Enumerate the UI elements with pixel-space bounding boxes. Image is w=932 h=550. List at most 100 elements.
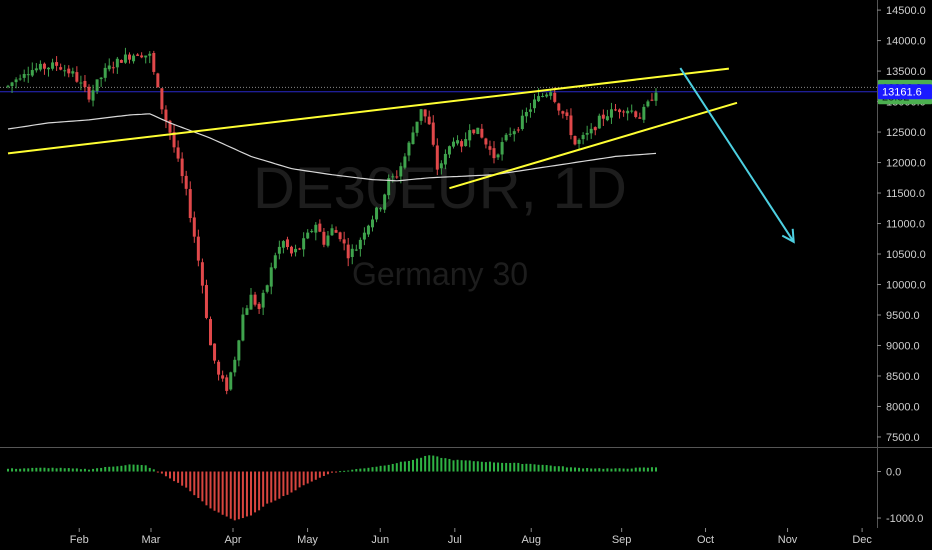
oscillator-axis: 0.0 -1000.0 bbox=[877, 467, 923, 525]
osc-bar bbox=[156, 471, 159, 473]
osc-bar bbox=[185, 471, 188, 488]
osc-bar bbox=[39, 467, 42, 472]
candle-body bbox=[322, 231, 326, 245]
trendline[interactable] bbox=[449, 101, 738, 190]
osc-bar bbox=[529, 463, 532, 472]
osc-bar bbox=[258, 471, 261, 511]
x-tick-label: Feb bbox=[70, 534, 89, 546]
osc-bar bbox=[173, 471, 176, 482]
osc-bar bbox=[318, 471, 321, 478]
osc-bar bbox=[586, 467, 589, 472]
trendlines[interactable] bbox=[7, 67, 738, 190]
osc-bar bbox=[100, 467, 103, 472]
price-axis[interactable]: 14500.014000.013500.013000.012500.012000… bbox=[877, 5, 926, 444]
candle-body bbox=[585, 132, 589, 135]
candle-body bbox=[123, 54, 127, 63]
candle-body bbox=[253, 294, 257, 305]
y-tick-label: 12500.0 bbox=[886, 127, 926, 139]
osc-bar bbox=[169, 471, 171, 479]
candle-body bbox=[601, 114, 605, 119]
osc-bar bbox=[322, 471, 325, 476]
candle-body bbox=[164, 109, 168, 121]
osc-bar bbox=[302, 471, 305, 486]
ma-path bbox=[7, 113, 657, 182]
x-tick-label: Dec bbox=[852, 534, 872, 546]
osc-bar bbox=[424, 455, 427, 472]
candle-body bbox=[630, 110, 634, 112]
trendline[interactable] bbox=[7, 67, 730, 155]
osc-bar bbox=[51, 467, 54, 472]
osc-bar bbox=[63, 468, 66, 472]
osc-bar bbox=[521, 463, 524, 472]
projection-arrow[interactable] bbox=[679, 67, 795, 244]
osc-bar bbox=[209, 471, 212, 509]
osc-bar bbox=[497, 462, 500, 472]
osc-bar bbox=[403, 461, 406, 472]
y-tick-label: 8000.0 bbox=[886, 401, 920, 413]
candle-body bbox=[59, 67, 63, 70]
osc-bar bbox=[440, 457, 443, 472]
osc-bar bbox=[128, 464, 131, 472]
candle-body bbox=[480, 128, 484, 138]
candle-body bbox=[508, 133, 512, 135]
candle-body bbox=[265, 285, 269, 292]
time-axis[interactable]: Feb Mar Apr May Jun Jul Aug Sep Oct Nov Dec bbox=[70, 528, 873, 546]
candle-body bbox=[492, 148, 496, 159]
candle-body bbox=[34, 68, 38, 71]
candle-body bbox=[638, 117, 642, 119]
osc-bar bbox=[35, 467, 38, 472]
candle-body bbox=[557, 103, 561, 111]
osc-bar bbox=[549, 465, 552, 472]
candle-body bbox=[379, 208, 383, 210]
osc-bar bbox=[294, 471, 297, 491]
osc-bar bbox=[335, 471, 338, 473]
osc-bar bbox=[553, 466, 556, 472]
candle-body bbox=[172, 132, 176, 148]
osc-bar bbox=[476, 461, 479, 472]
osc-tick-label: 0.0 bbox=[886, 467, 901, 479]
candle-body bbox=[269, 267, 273, 287]
candle-body bbox=[152, 52, 156, 72]
osc-bar bbox=[75, 468, 78, 472]
candle-body bbox=[273, 255, 277, 269]
y-tick-label: 9000.0 bbox=[886, 340, 920, 352]
candle-body bbox=[549, 92, 553, 96]
osc-bar bbox=[343, 470, 346, 472]
candle-body bbox=[229, 372, 233, 390]
osc-bar bbox=[92, 468, 95, 472]
candle-body bbox=[245, 308, 249, 315]
candle-body bbox=[569, 115, 573, 136]
osc-bar bbox=[250, 471, 252, 516]
osc-bar bbox=[634, 467, 637, 472]
osc-bar bbox=[31, 467, 34, 472]
candle-body bbox=[618, 109, 622, 113]
osc-bar bbox=[359, 468, 362, 472]
candle-body bbox=[302, 238, 306, 250]
candle-body bbox=[537, 96, 541, 102]
candle-body bbox=[589, 128, 593, 134]
arrow-head[interactable] bbox=[781, 228, 795, 244]
x-tick-label: May bbox=[297, 534, 318, 546]
candle-body bbox=[614, 109, 617, 111]
candle-body bbox=[192, 217, 196, 237]
osc-bar bbox=[152, 469, 155, 472]
candle-body bbox=[561, 111, 565, 114]
candle-body bbox=[358, 239, 362, 250]
candle-body bbox=[395, 176, 399, 178]
candle-body bbox=[71, 71, 75, 74]
candle-body bbox=[298, 248, 302, 250]
osc-bar bbox=[314, 471, 317, 480]
osc-bar bbox=[432, 455, 435, 472]
osc-bar bbox=[326, 471, 329, 475]
candle-body bbox=[407, 142, 411, 156]
osc-bar bbox=[375, 466, 378, 472]
candle-body bbox=[196, 236, 200, 261]
osc-bar bbox=[233, 471, 236, 521]
candle-body bbox=[468, 130, 472, 141]
candle-body bbox=[119, 59, 123, 63]
y-tick-label: 11000.0 bbox=[886, 219, 925, 231]
candle-body bbox=[593, 127, 597, 131]
arrow-shaft[interactable] bbox=[679, 67, 795, 243]
candle-body bbox=[217, 361, 221, 375]
